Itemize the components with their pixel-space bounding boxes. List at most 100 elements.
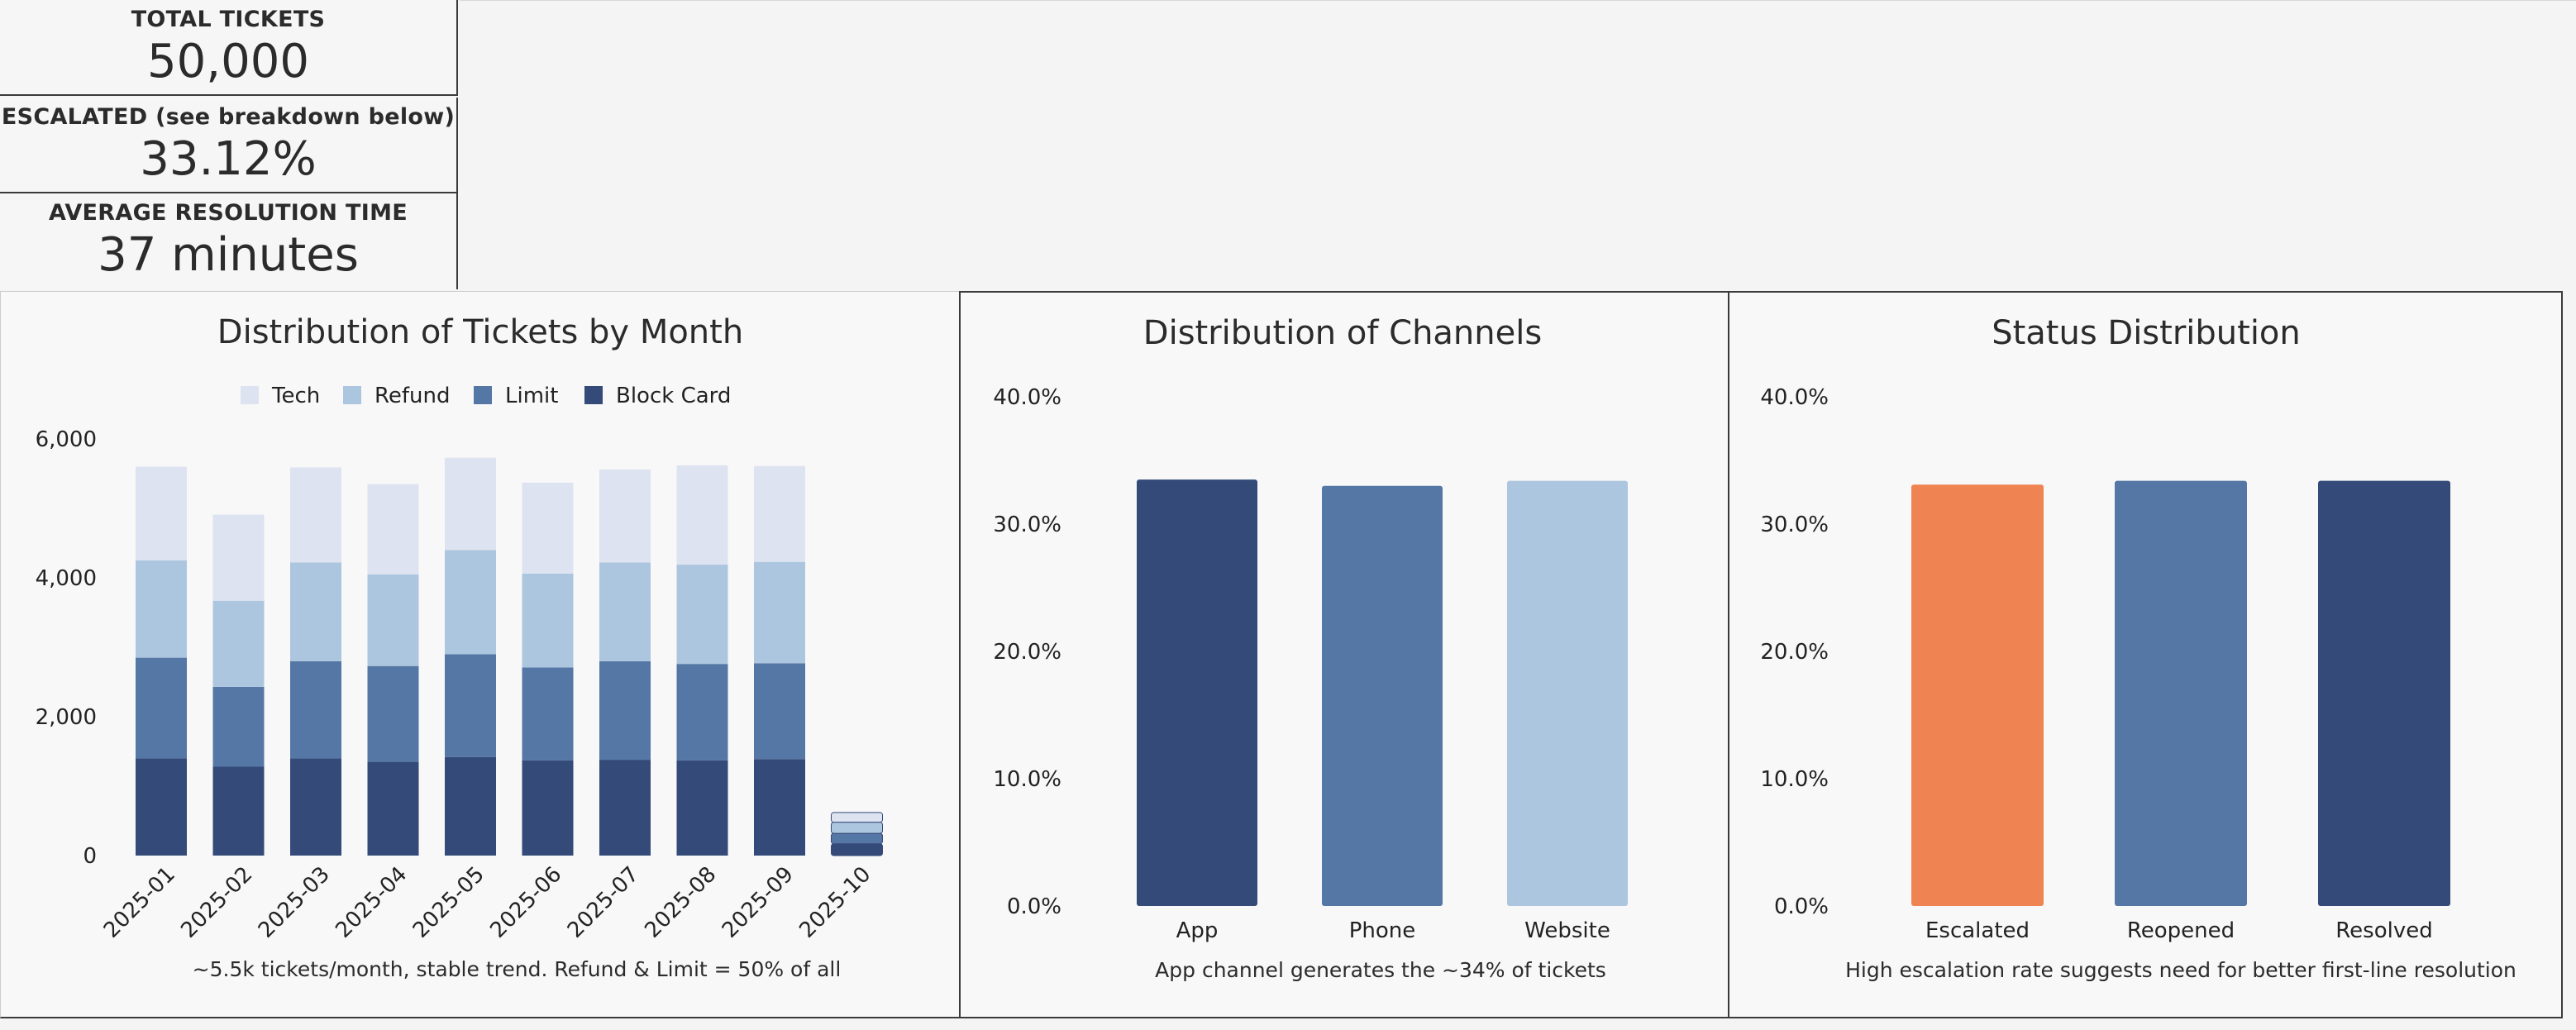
x-tick-label: 2025-08	[640, 862, 721, 943]
bar	[1137, 479, 1257, 906]
legend-swatch	[241, 386, 259, 404]
y-tick-label: 0.0%	[1007, 894, 1061, 919]
bar-segment	[831, 822, 883, 834]
bar-segment	[290, 562, 341, 661]
bar-segment	[136, 466, 187, 560]
x-tick-label: 2025-09	[718, 862, 799, 943]
x-tick-label: 2025-05	[408, 862, 489, 943]
panel-tickets-by-month: Distribution of Tickets by Month Tech Refu…	[0, 291, 961, 1018]
legend-label: Limit	[505, 384, 558, 408]
kpi-value: 50,000	[147, 35, 309, 88]
y-tick-label: 40.0%	[1760, 385, 1829, 410]
x-tick-label: Resolved	[2335, 918, 2432, 943]
bar-segment	[522, 667, 574, 761]
bar-segment	[599, 469, 651, 563]
legend-swatch	[343, 386, 361, 404]
bar-segment	[676, 565, 728, 665]
kpi-label: AVERAGE RESOLUTION TIME	[49, 200, 408, 226]
legend-swatch	[584, 386, 603, 404]
bar-segment	[599, 760, 651, 856]
legend-swatch	[474, 386, 492, 404]
kpi-value: 33.12%	[140, 132, 317, 186]
x-tick-label: Phone	[1349, 918, 1416, 943]
chart-note: App channel generates the ~34% of ticket…	[1155, 958, 1606, 982]
x-tick-label: 2025-07	[563, 862, 644, 943]
chart-tickets-by-month: Distribution of Tickets by Month Tech Refu…	[36, 313, 883, 981]
bar-segment	[676, 465, 728, 565]
kpi-card-total-tickets: TOTAL TICKETS 50,000	[0, 0, 458, 96]
x-tick-label: 2025-06	[485, 862, 566, 943]
y-tick-label: 0.0%	[1774, 894, 1829, 919]
y-tick-label: 6,000	[36, 427, 97, 452]
x-tick-label: 2025-02	[176, 862, 257, 943]
bar-segment	[290, 467, 341, 563]
bar-segment	[754, 663, 805, 760]
y-tick-label: 30.0%	[993, 513, 1061, 537]
bar-segment	[136, 758, 187, 856]
x-tick-label: 2025-01	[99, 862, 180, 943]
kpi-label: TOTAL TICKETS	[131, 7, 326, 32]
top-divider	[460, 0, 2576, 4]
y-tick-label: 10.0%	[993, 767, 1061, 792]
bar-segment	[212, 766, 265, 856]
bar-segment	[136, 560, 187, 658]
bar-segment	[676, 760, 728, 856]
y-tick-label: 20.0%	[993, 640, 1061, 665]
chart-note: ~5.5k tickets/month, stable trend. Refun…	[193, 957, 842, 981]
bar	[2115, 480, 2247, 906]
x-tick-label: Escalated	[1925, 918, 2030, 943]
bar-segment	[290, 758, 341, 856]
legend-label: Tech	[271, 384, 320, 408]
kpi-label: ESCALATED (see breakdown below)	[1, 104, 456, 130]
kpi-card-avg-resolution-time: AVERAGE RESOLUTION TIME 37 minutes	[0, 193, 458, 289]
bar-segment	[676, 664, 728, 761]
bar-segment	[831, 832, 883, 845]
kpi-column: TOTAL TICKETS 50,000 ESCALATED (see brea…	[0, 0, 460, 291]
chart-title: Distribution of Tickets by Month	[217, 313, 743, 351]
y-tick-label: 10.0%	[1760, 767, 1829, 792]
bar	[1322, 485, 1443, 906]
bar-segment	[831, 843, 883, 856]
x-tick-label: 2025-04	[331, 862, 412, 943]
bar-segment	[445, 550, 496, 655]
x-tick-label: Reopened	[2127, 918, 2235, 943]
bar-segment	[367, 484, 419, 575]
kpi-card-escalated: ESCALATED (see breakdown below) 33.12%	[0, 98, 458, 193]
bar-segment	[599, 660, 651, 761]
bar	[1911, 484, 2044, 906]
chart-channels: Distribution of Channels 0.0% 10.0% 20.0% 30…	[993, 314, 1628, 982]
chart-note: High escalation rate suggests need for b…	[1845, 958, 2516, 982]
x-tick-label: 2025-10	[794, 862, 875, 943]
bar-segment	[212, 600, 265, 687]
bar-segment	[445, 457, 496, 551]
legend-label: Block Card	[616, 384, 731, 408]
chart-title: Distribution of Channels	[1143, 314, 1542, 352]
bar-segment	[754, 759, 805, 856]
bar-segment	[212, 686, 265, 767]
panel-status: Status Distribution 0.0% 10.0% 20.0% 30.0% 40…	[1728, 291, 2563, 1018]
bar-segment	[522, 760, 574, 856]
x-tick-label: App	[1176, 918, 1219, 943]
y-tick-label: 2,000	[36, 705, 97, 730]
bar-segment	[445, 756, 496, 856]
bar-segment	[831, 812, 883, 823]
bottom-strip	[0, 1018, 2576, 1030]
bar-segment	[290, 660, 341, 759]
bar-segment	[754, 465, 805, 562]
bar-segment	[367, 761, 419, 856]
bar-segment	[754, 561, 805, 664]
y-tick-label: 20.0%	[1760, 640, 1829, 665]
bar	[1507, 480, 1628, 906]
bar-segment	[136, 657, 187, 759]
y-tick-label: 30.0%	[1760, 513, 1829, 537]
y-tick-label: 0	[83, 844, 97, 869]
bar-segment	[212, 514, 265, 601]
panel-channels: Distribution of Channels 0.0% 10.0% 20.0% 30…	[959, 291, 1729, 1018]
chart-status: Status Distribution 0.0% 10.0% 20.0% 30.0% 40…	[1760, 314, 2516, 982]
legend-label: Refund	[374, 384, 451, 408]
x-tick-label: 2025-03	[254, 862, 335, 943]
bar-segment	[367, 665, 419, 762]
y-tick-label: 4,000	[36, 566, 97, 591]
bar-segment	[599, 562, 651, 661]
bar-segment	[522, 573, 574, 668]
